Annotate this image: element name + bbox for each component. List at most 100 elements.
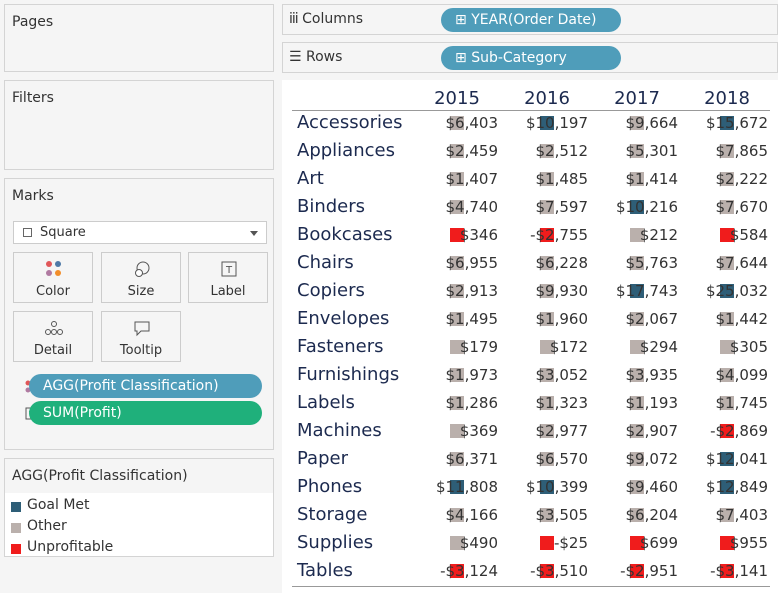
mark-square [450,144,464,158]
cell-label: $1,407 [445,170,499,188]
view: 2015 2016 2017 2018 Accessories $6,403 $10,197… [282,80,778,593]
cell-label: -$3,141 [710,562,768,580]
row-label: Phones [297,476,363,497]
mark-square [720,452,734,466]
field-pill[interactable]: ⊞ YEAR(Order Date) [441,8,621,32]
mark-button[interactable]: Color [13,252,93,303]
cell-label: $9,664 [625,114,679,132]
cell-label: $1,286 [445,394,499,412]
mark-square [450,424,464,438]
svg-text:T: T [225,265,233,276]
cell-label: $2,512 [535,142,589,160]
cell-label: $12,041 [705,450,768,468]
cell-label: $9,460 [625,478,679,496]
button-label: Label [210,284,246,299]
mark-square [720,228,734,242]
cell-label: $10,399 [525,478,588,496]
column-header: 2016 [524,88,570,109]
pill-label: Sub-Category [471,50,567,66]
cell-label: $1,495 [445,310,499,328]
square-icon [23,228,32,237]
column-header: 2017 [614,88,660,109]
cell-label: -$25 [553,534,588,552]
field-pill[interactable]: ⊞ Sub-Category [441,46,621,70]
mark-square [540,452,554,466]
cell-label: $1,973 [445,366,499,384]
mark-square [540,256,554,270]
cell-label: $4,166 [445,506,499,524]
bottom-rule [292,586,770,587]
cell-label: $1,485 [535,170,589,188]
cell-label: $11,808 [435,478,498,496]
mark-square [720,508,734,522]
mark-type-dropdown[interactable]: Square [13,221,267,244]
mark-square [720,564,734,578]
mark-square [630,312,644,326]
mark-square [540,312,554,326]
cell-label: $6,371 [445,450,499,468]
cell-label: $212 [639,226,678,244]
cell-label: $25,032 [705,282,768,300]
mark-button[interactable]: Size [101,252,181,303]
mark-button[interactable]: Detail [13,311,93,362]
cell-label: $7,403 [715,506,769,524]
mark-square [450,340,464,354]
mark-square [630,144,644,158]
mark-button[interactable]: T Label [188,252,268,303]
mark-square [540,536,554,550]
legend-label[interactable]: Other [27,518,67,534]
row-label: Appliances [297,140,395,161]
row-label: Labels [297,392,355,413]
button-label: Tooltip [119,343,163,358]
row-label: Accessories [297,112,403,133]
mark-square [540,480,554,494]
cell-label: $6,955 [445,254,499,272]
cell-label: $699 [639,534,678,552]
mark-button[interactable]: Tooltip [101,311,181,362]
mark-square [630,480,644,494]
mark-square [450,564,464,578]
mark-square [720,340,734,354]
mark-square [630,116,644,130]
mark-square [450,172,464,186]
field-pill[interactable]: AGG(Profit Classification) [29,374,262,398]
mark-square [630,536,644,550]
field-pill[interactable]: SUM(Profit) [29,401,262,425]
mark-square [450,284,464,298]
button-icon: T [220,260,238,278]
mark-square [630,396,644,410]
pill-label: YEAR(Order Date) [471,12,597,28]
mark-square [720,284,734,298]
legend-swatch [11,544,21,554]
cell-label: -$3,510 [530,562,588,580]
cell-label: $2,459 [445,142,499,160]
panel-title: Marks [12,188,54,204]
legend-title: AGG(Profit Classification) [12,468,188,484]
cell-label: -$2,951 [620,562,678,580]
row-label: Tables [297,560,353,581]
mark-square [720,396,734,410]
shelf-title: Columns [302,11,364,27]
cell-label: $4,740 [445,198,499,216]
mark-square [450,116,464,130]
shelf-label: iii Columns [289,11,364,27]
row-label: Chairs [297,252,354,273]
mark-square [630,228,644,242]
cell-label: $2,907 [625,422,679,440]
mark-square [630,508,644,522]
legend-label[interactable]: Unprofitable [27,539,114,555]
cell-label: $1,960 [535,310,589,328]
dropdown-arrow [250,231,258,236]
cell-label: $5,763 [625,254,679,272]
cell-label: $955 [729,534,768,552]
mark-square [540,116,554,130]
cell-label: $294 [639,338,678,356]
row-label: Fasteners [297,336,384,357]
mark-square [450,508,464,522]
cell-label: $172 [549,338,588,356]
filters-card[interactable]: Filters [4,80,274,170]
mark-square [720,200,734,214]
button-icon [133,260,151,278]
legend-label[interactable]: Goal Met [27,497,90,513]
mark-square [540,172,554,186]
